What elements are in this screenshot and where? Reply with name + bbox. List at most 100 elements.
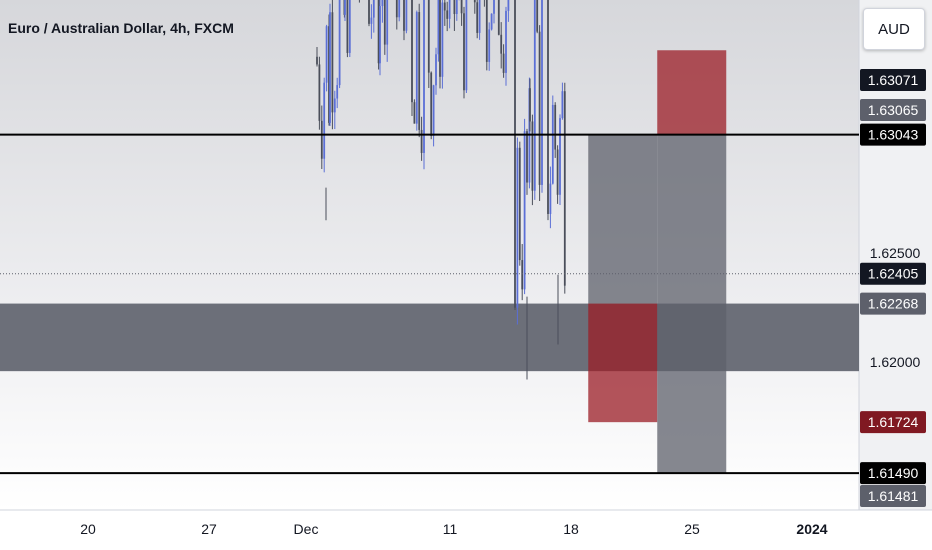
candle-body-30	[383, 0, 386, 45]
candle-body-107	[561, 91, 564, 119]
candle-body-56	[443, 2, 446, 11]
price-label-bg-5	[860, 411, 926, 434]
candle-body-25	[372, 0, 375, 18]
candle-body-15	[348, 0, 351, 53]
candle-body-101	[547, 0, 549, 214]
x-tick-label-5: 25	[684, 521, 700, 537]
price-label-text-3: 1.62405	[868, 266, 919, 282]
candle-body-79	[497, 0, 500, 35]
candle-body-29	[381, 0, 384, 7]
price-label-3: 1.62405	[860, 262, 926, 285]
candle-body-6	[329, 12, 331, 123]
candle-body-27	[377, 0, 380, 64]
candle-body-13	[344, 0, 346, 15]
candle-body-61	[455, 0, 458, 15]
x-tick-label-4: 18	[563, 521, 579, 537]
price-label-bg-6	[860, 462, 926, 485]
price-label-text-4: 1.62268	[868, 296, 919, 312]
price-label-0: 1.63071	[860, 69, 926, 91]
position-box-2[interactable]	[657, 50, 727, 135]
price-label-text-1: 1.63065	[868, 102, 919, 118]
candle-body-74	[485, 0, 488, 62]
candle-body-5	[328, 26, 330, 123]
candle-body-102	[549, 183, 552, 214]
candle-body-106	[559, 118, 561, 195]
candle-body-87	[516, 147, 519, 308]
y-tick-label-1: 1.62000	[870, 354, 921, 370]
position-box-3[interactable]	[657, 134, 727, 474]
candle-body-36	[398, 0, 401, 18]
time-axis-background	[0, 510, 932, 550]
candle-body-1	[318, 64, 321, 121]
candle-body-57	[446, 10, 449, 19]
position-box-1[interactable]	[588, 303, 658, 423]
candle-body-46	[420, 129, 423, 153]
price-label-4: 1.62268	[860, 292, 926, 315]
candle-body-82	[505, 10, 507, 73]
candle-body-89	[521, 260, 524, 290]
candle-body-75	[488, 29, 491, 62]
currency-button[interactable]: AUD	[863, 8, 925, 50]
candle-body-24	[370, 17, 373, 24]
candle-body-86	[514, 0, 516, 308]
candle-body-96	[536, 0, 539, 32]
candle-body-42	[411, 0, 413, 103]
candle-body-63	[460, 0, 463, 14]
price-label-6: 1.61490	[860, 462, 926, 485]
candle-body-28	[379, 6, 381, 64]
candle-body-51	[432, 85, 435, 136]
candle-body-55	[441, 2, 444, 77]
price-label-bg-1	[860, 99, 926, 121]
candle-body-58	[448, 0, 451, 19]
price-label-bg-2	[860, 123, 926, 146]
candle-body-39	[405, 0, 408, 31]
x-tick-label-1: 27	[201, 521, 217, 537]
candle-body-45	[418, 12, 421, 130]
candle-body-31	[386, 0, 389, 45]
candle-body-3	[323, 82, 326, 159]
candle-body-104	[554, 104, 557, 150]
candle-body-91	[526, 131, 528, 183]
candle-body-4	[325, 26, 328, 83]
price-label-text-2: 1.63043	[868, 127, 919, 143]
support-zone	[0, 303, 859, 372]
candle-body-70	[476, 2, 479, 33]
candle-body-76	[490, 13, 493, 30]
price-label-text-5: 1.61724	[868, 414, 919, 430]
candle-body-53	[437, 0, 440, 55]
candle-body-0	[316, 56, 318, 65]
position-box-0[interactable]	[588, 134, 658, 304]
candle-body-10	[338, 0, 341, 86]
price-label-bg-0	[860, 69, 926, 91]
price-label-bg-7	[860, 485, 926, 507]
price-label-2: 1.63043	[860, 123, 926, 146]
candle-body-97	[538, 31, 541, 185]
price-label-bg-4	[860, 292, 926, 315]
x-tick-label-3: 11	[443, 521, 458, 537]
candle-body-44	[415, 12, 418, 124]
candle-body-60	[453, 0, 456, 15]
candle-body-83	[507, 0, 510, 11]
candle-body-88	[518, 147, 521, 261]
candle-body-77	[493, 0, 495, 14]
price-label-text-0: 1.63071	[868, 72, 919, 88]
candle-body-81	[502, 53, 505, 73]
price-label-bg-3	[860, 262, 926, 285]
price-label-1: 1.63065	[860, 99, 926, 121]
price-label-5: 1.61724	[860, 411, 926, 434]
candle-body-49	[427, 0, 430, 73]
candle-body-47	[423, 0, 425, 153]
candle-body-93	[529, 88, 531, 122]
price-label-text-6: 1.61490	[868, 465, 919, 481]
candle-body-14	[346, 0, 349, 53]
candle-body-54	[439, 0, 441, 77]
chart-title: Euro / Australian Dollar, 4h, FXCM	[8, 20, 234, 36]
candle-body-35	[395, 0, 398, 18]
candle-body-50	[430, 72, 433, 136]
candle-body-69	[473, 0, 476, 3]
x-tick-label-6: 2024	[796, 521, 827, 537]
candle-body-65	[465, 0, 468, 91]
candle-body-95	[533, 0, 536, 191]
candle-body-38	[403, 0, 405, 31]
